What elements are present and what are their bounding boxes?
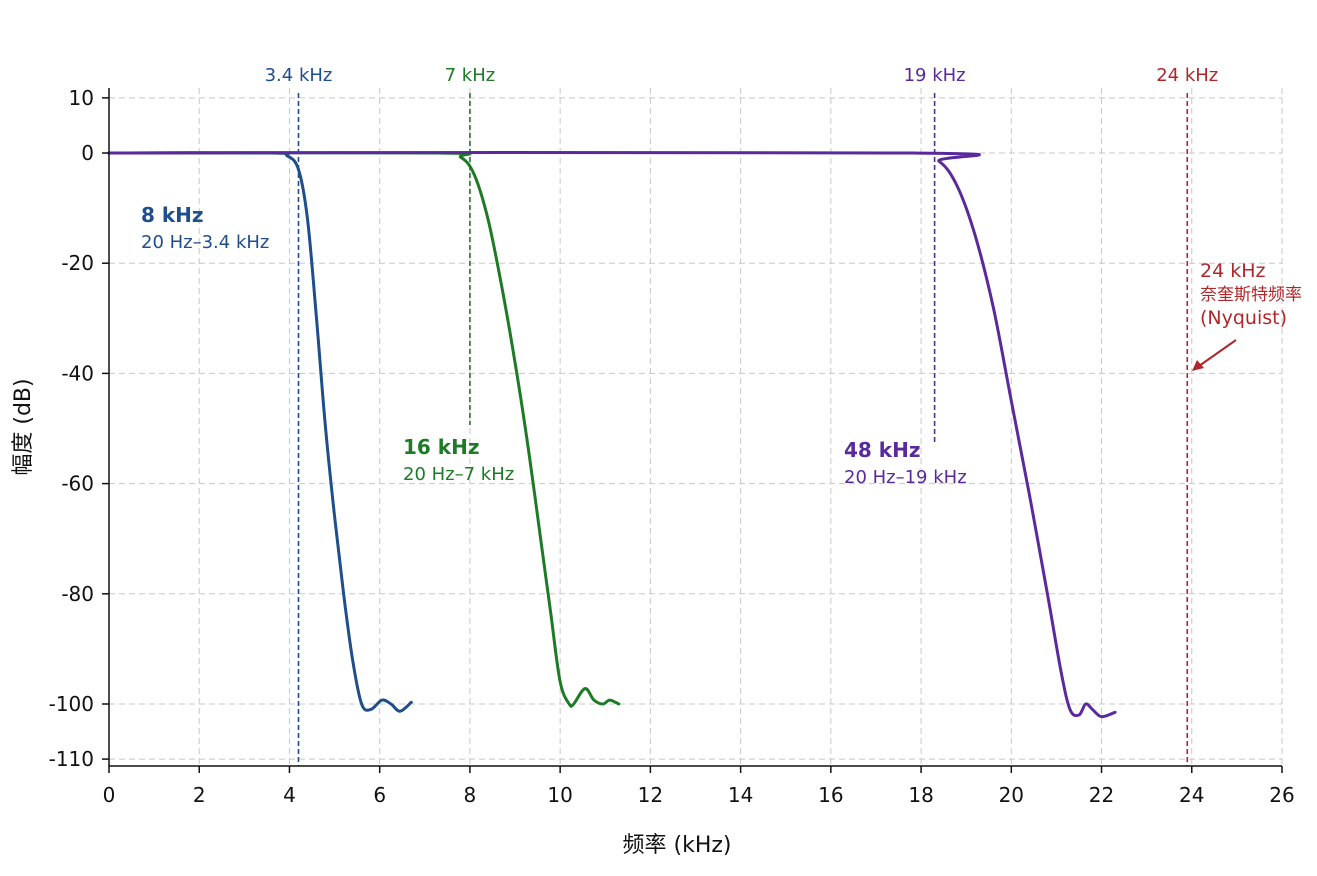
nyquist-label-cn: 奈奎斯特频率 bbox=[1200, 285, 1302, 305]
x-tick-label: 18 bbox=[908, 783, 933, 807]
nyquist-arrow-icon bbox=[1192, 339, 1237, 371]
cutoff-lines: 3.4 kHz 7 kHz 19 kHz 24 kHz bbox=[265, 65, 1218, 766]
y-tick-label: -20 bbox=[61, 251, 94, 275]
y-tick-label: 0 bbox=[81, 141, 94, 165]
cutoff-label: 7 kHz bbox=[445, 65, 496, 86]
ticks: 0 2 4 6 8 10 12 14 16 18 20 22 24 26100-20-40-60-80-1… bbox=[49, 86, 1295, 807]
series-curves bbox=[107, 150, 1117, 719]
x-axis-title: 频率 (kHz) bbox=[623, 833, 732, 858]
y-tick-label: -40 bbox=[61, 361, 94, 385]
nyquist-label-en: (Nyquist) bbox=[1200, 307, 1287, 329]
axes bbox=[108, 88, 1282, 767]
x-tick-label: 26 bbox=[1269, 783, 1294, 807]
x-tick-label: 4 bbox=[283, 783, 296, 807]
series-annotations: 8 kHz 20 Hz–3.4 kHz 16 kHz 20 Hz–7 kHz 4… bbox=[141, 203, 967, 488]
y-tick-label: 10 bbox=[69, 86, 94, 110]
series-line-1 bbox=[107, 151, 621, 708]
grid bbox=[109, 88, 1283, 766]
x-tick-label: 2 bbox=[193, 783, 206, 807]
y-tick-label: -80 bbox=[61, 582, 94, 606]
annotation-48khz-title: 48 kHz bbox=[844, 438, 920, 462]
y-tick-label: -110 bbox=[49, 747, 94, 771]
y-axis-title: 幅度 (dB) bbox=[11, 378, 36, 475]
series-line-2 bbox=[107, 150, 1117, 719]
nyquist-annotation: 24 kHz 奈奎斯特频率 (Nyquist) bbox=[1192, 260, 1302, 371]
annotation-8khz-title: 8 kHz bbox=[141, 203, 204, 227]
x-tick-label: 14 bbox=[728, 783, 753, 807]
y-tick-label: -60 bbox=[61, 472, 94, 496]
cutoff-label: 24 kHz bbox=[1156, 65, 1218, 86]
x-tick-label: 12 bbox=[638, 783, 663, 807]
y-tick-label: -100 bbox=[49, 692, 94, 716]
x-tick-label: 0 bbox=[103, 783, 116, 807]
x-tick-label: 16 bbox=[818, 783, 843, 807]
cutoff-label: 19 kHz bbox=[904, 65, 966, 86]
x-tick-label: 10 bbox=[547, 783, 572, 807]
annotation-48khz-sub: 20 Hz–19 kHz bbox=[844, 467, 967, 488]
annotation-16khz-sub: 20 Hz–7 kHz bbox=[403, 464, 514, 485]
x-tick-label: 8 bbox=[464, 783, 477, 807]
x-tick-label: 24 bbox=[1179, 783, 1204, 807]
x-tick-label: 20 bbox=[999, 783, 1024, 807]
x-tick-label: 22 bbox=[1089, 783, 1114, 807]
series-line-0 bbox=[107, 151, 413, 713]
cutoff-label: 3.4 kHz bbox=[265, 65, 333, 86]
nyquist-label-freq: 24 kHz bbox=[1200, 260, 1266, 282]
annotation-16khz-title: 16 kHz bbox=[403, 435, 479, 459]
annotation-8khz-sub: 20 Hz–3.4 kHz bbox=[141, 232, 269, 253]
x-tick-label: 6 bbox=[373, 783, 386, 807]
